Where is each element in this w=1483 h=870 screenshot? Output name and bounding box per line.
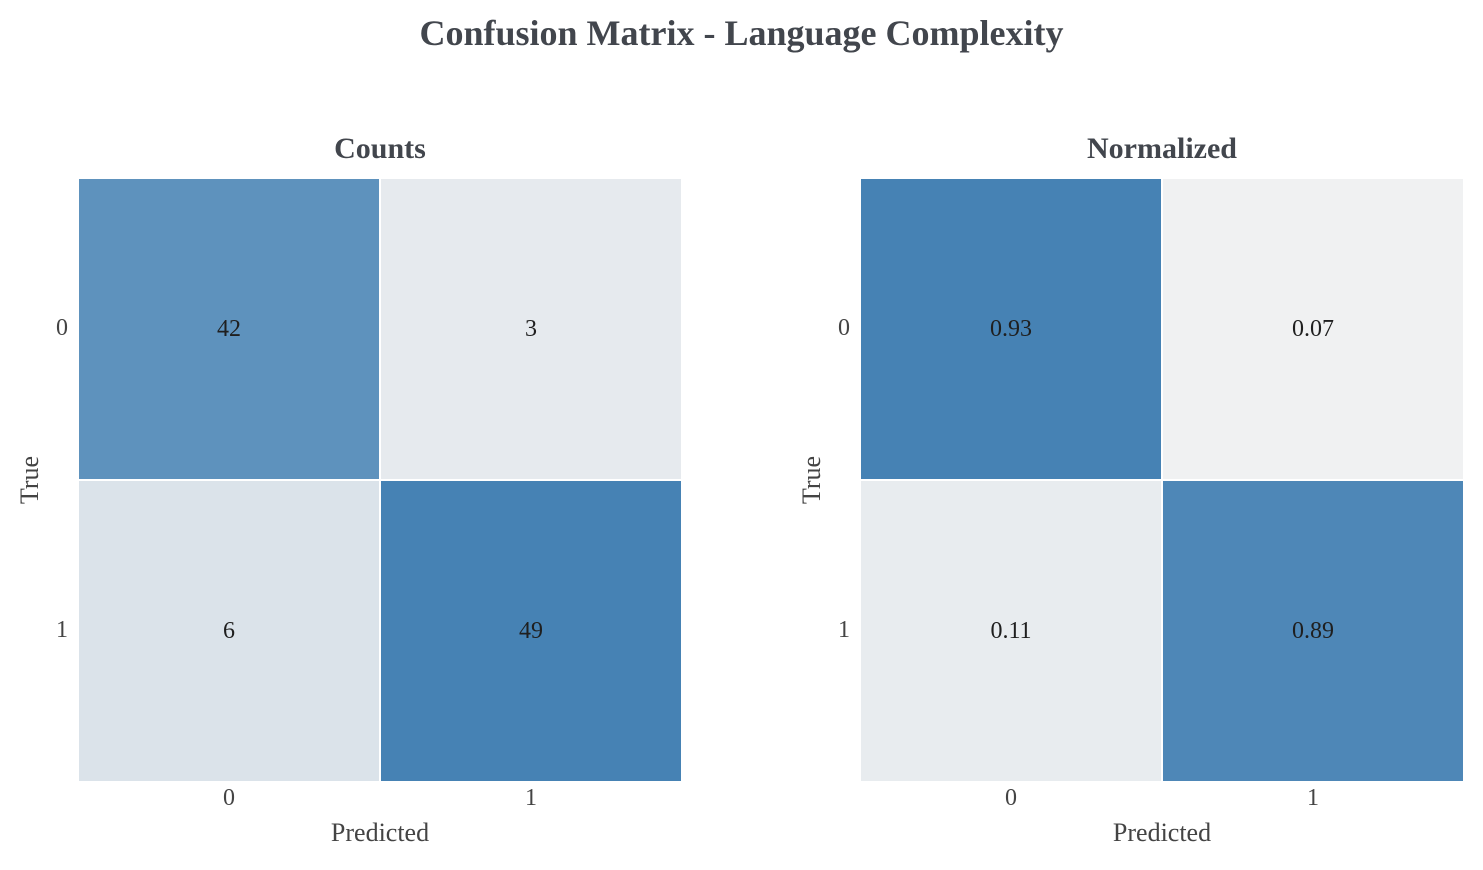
normalized-heatmap: 0.93 0.07 0.11 0.89 (860, 178, 1464, 782)
normalized-y-axis-label: True (797, 455, 826, 505)
normalized-panel: Normalized 0.93 0.07 0.11 0.89 True Predict… (782, 0, 1483, 870)
normalized-cell-1-0: 0.11 (860, 480, 1162, 782)
counts-y-tick-0: 0 (56, 315, 68, 341)
figure-title: Confusion Matrix - Language Complexity (419, 13, 1064, 53)
counts-x-tick-1: 1 (525, 785, 537, 811)
normalized-cell-label-0-0: 0.93 (990, 315, 1032, 342)
normalized-panel-title: Normalized (1087, 132, 1237, 165)
normalized-y-tick-1: 1 (838, 617, 850, 643)
normalized-x-axis-label: Predicted (1112, 818, 1212, 847)
counts-cell-label-1-1: 49 (519, 617, 543, 644)
counts-heatmap: 42 3 6 49 (78, 178, 682, 782)
normalized-cell-0-0: 0.93 (860, 178, 1162, 480)
counts-y-tick-1: 1 (56, 617, 68, 643)
counts-cell-label-1-0: 6 (223, 617, 235, 644)
counts-x-tick-0: 0 (223, 785, 235, 811)
counts-x-axis-label: Predicted (330, 818, 430, 847)
normalized-x-tick-1: 1 (1307, 785, 1319, 811)
counts-cell-0-1: 3 (380, 178, 682, 480)
counts-cell-1-1: 49 (380, 480, 682, 782)
counts-panel-title: Counts (334, 132, 426, 165)
normalized-cell-1-1: 0.89 (1162, 480, 1464, 782)
counts-cell-label-0-0: 42 (217, 315, 241, 342)
counts-y-axis-label: True (15, 455, 44, 505)
counts-cell-label-0-1: 3 (525, 315, 537, 342)
normalized-cell-label-1-0: 0.11 (990, 617, 1032, 644)
normalized-cell-label-1-1: 0.89 (1292, 617, 1334, 644)
normalized-x-tick-0: 0 (1005, 785, 1017, 811)
normalized-cell-0-1: 0.07 (1162, 178, 1464, 480)
counts-panel: Counts 42 3 6 49 True Predicted 0 1 0 1 (15, 132, 682, 847)
counts-cell-1-0: 6 (78, 480, 380, 782)
counts-cell-0-0: 42 (78, 178, 380, 480)
normalized-y-tick-0: 0 (838, 315, 850, 341)
normalized-cell-label-0-1: 0.07 (1292, 315, 1334, 342)
